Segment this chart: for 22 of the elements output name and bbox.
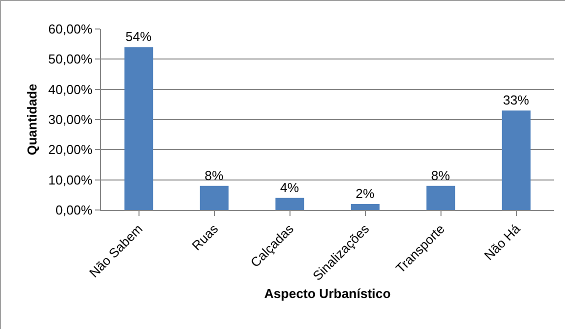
y-tick-label: 60,00% (48, 22, 93, 37)
y-axis-title: Quantidade (24, 84, 40, 156)
data-label: 4% (280, 180, 300, 195)
data-label: 2% (356, 186, 375, 201)
data-label: 8% (431, 168, 450, 183)
y-tick-label: 50,00% (48, 52, 93, 67)
bar (426, 186, 456, 210)
y-tick-label: 30,00% (48, 112, 93, 128)
x-tick-label: Não Há (481, 220, 524, 263)
bar (124, 47, 154, 210)
y-tick-label: 20,00% (48, 142, 93, 158)
y-tick-label: 40,00% (48, 82, 93, 97)
y-tick-label: 0,00% (56, 202, 93, 218)
bar (200, 186, 229, 210)
data-label: 33% (503, 92, 530, 108)
data-label: 8% (204, 168, 224, 183)
bar (350, 204, 380, 210)
bar (502, 110, 531, 210)
y-tick-label: 10,00% (48, 172, 93, 188)
bar (275, 198, 304, 210)
x-axis-title: Aspecto Urbanístico (264, 286, 391, 302)
data-label: 54% (126, 29, 152, 44)
